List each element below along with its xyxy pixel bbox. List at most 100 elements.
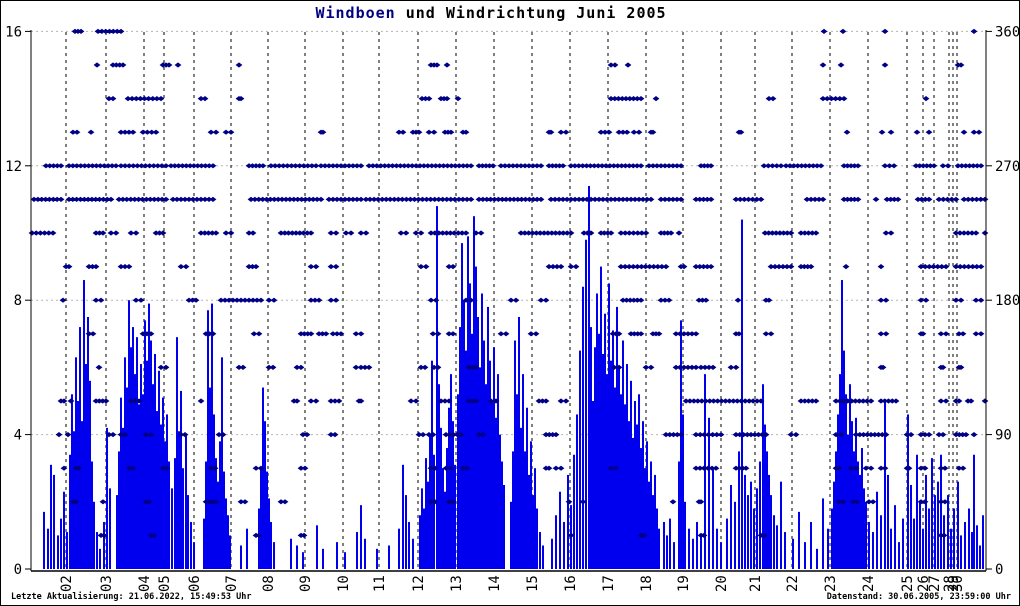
direction-run <box>417 364 429 370</box>
gust-bar <box>442 468 444 569</box>
direction-run <box>427 62 441 68</box>
gust-bar <box>762 384 764 569</box>
gust-bar <box>555 515 557 569</box>
direction-run <box>955 331 967 337</box>
gust-bar <box>190 521 192 569</box>
direction-run <box>695 297 710 303</box>
gust-bar <box>845 394 847 569</box>
direction-run <box>782 163 825 169</box>
gust-bar <box>656 508 658 569</box>
gust-bar <box>209 387 211 569</box>
direction-run <box>627 331 645 337</box>
x-axis-day-label: 29 <box>946 575 962 592</box>
gust-bar <box>640 448 642 569</box>
direction-run <box>542 465 553 471</box>
direction-run <box>67 398 75 404</box>
direction-run <box>277 230 315 236</box>
gust-bar <box>457 394 459 569</box>
direction-run <box>222 230 235 236</box>
direction-run <box>139 129 160 135</box>
direction-run <box>327 230 340 236</box>
x-axis-day-label: 25 <box>900 575 916 592</box>
gust-bar <box>132 327 134 569</box>
gust-bar <box>166 414 168 569</box>
direction-run <box>917 432 933 438</box>
direction-run <box>265 297 278 303</box>
y-axis-left-label: 16 <box>5 24 22 40</box>
direction-run <box>417 264 430 270</box>
gust-bar <box>71 394 73 569</box>
gust-bar <box>448 407 450 569</box>
direction-run <box>30 196 65 202</box>
gust-bar <box>487 306 489 569</box>
gust-bar <box>431 360 433 569</box>
direction-run <box>797 264 815 270</box>
direction-run <box>437 96 451 102</box>
gust-bar <box>180 390 182 569</box>
gust-bar <box>738 451 740 569</box>
direction-run <box>252 465 265 471</box>
gust-bar <box>154 353 156 569</box>
gust-bar <box>81 421 83 569</box>
gust-bar <box>596 293 598 569</box>
gust-bar <box>164 441 166 569</box>
gust-bar <box>822 498 824 569</box>
gust-bar <box>144 320 146 569</box>
gust-bar <box>512 451 514 569</box>
direction-run <box>109 62 127 68</box>
direction-run <box>565 499 573 505</box>
gust-bar <box>810 521 812 569</box>
gust-bar <box>588 185 590 569</box>
direction-run <box>105 96 117 102</box>
direction-run <box>937 499 949 505</box>
direction-run <box>732 432 770 438</box>
gust-bar <box>178 431 180 569</box>
direction-run <box>835 499 847 505</box>
gust-bar <box>479 367 481 569</box>
direction-run <box>955 364 965 370</box>
gust-bar <box>766 451 768 569</box>
direction-run <box>177 432 189 438</box>
direction-run <box>647 129 657 135</box>
gust-bar <box>514 340 516 569</box>
gust-bar <box>734 501 736 569</box>
direction-run <box>610 364 623 370</box>
gust-bar <box>260 468 262 569</box>
x-axis-day-label: 08 <box>261 575 277 592</box>
direction-run <box>105 432 117 438</box>
gust-bar <box>150 340 152 569</box>
gust-bar <box>979 545 981 569</box>
direction-run <box>952 398 963 404</box>
x-axis-day-label: 30 <box>950 575 966 592</box>
gust-bar <box>835 451 837 569</box>
direction-run <box>617 230 650 236</box>
gust-bar <box>122 427 124 569</box>
direction-run <box>607 465 620 471</box>
gust-bar <box>452 421 454 569</box>
gust-bar <box>626 364 628 569</box>
direction-run <box>837 62 845 68</box>
direction-run <box>71 28 85 34</box>
gust-bar <box>638 394 640 569</box>
gust-bar <box>412 538 414 569</box>
direction-run <box>960 129 968 135</box>
direction-run <box>430 364 442 370</box>
gust-bar <box>741 219 743 569</box>
direction-run <box>185 297 200 303</box>
x-axis-day-label: 14 <box>487 575 503 592</box>
gust-bar <box>436 206 438 569</box>
gust-bar <box>162 397 164 569</box>
direction-run <box>409 129 423 135</box>
gust-bar <box>148 303 150 569</box>
direction-run <box>57 398 68 404</box>
direction-run <box>115 196 170 202</box>
gust-bar <box>750 481 752 569</box>
direction-run <box>87 129 95 135</box>
direction-run <box>972 331 985 337</box>
direction-run <box>247 196 325 202</box>
gust-bar <box>934 495 936 569</box>
gust-bar <box>792 538 794 569</box>
direction-run <box>567 532 575 538</box>
direction-run <box>981 398 989 404</box>
gust-bar <box>138 404 140 569</box>
